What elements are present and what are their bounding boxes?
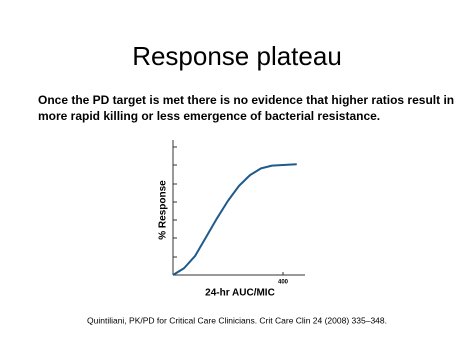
body-text: Once the PD target is met there is no ev… bbox=[38, 93, 454, 107]
citation: Quintiliani, PK/PD for Critical Care Cli… bbox=[87, 315, 387, 325]
slide-title: Response plateau bbox=[132, 41, 342, 71]
y-axis-ticks bbox=[173, 146, 177, 258]
x-axis-label: 24-hr AUC/MIC bbox=[205, 288, 275, 299]
y-axis-label: % Response bbox=[158, 180, 169, 240]
body-text: more rapid killing or less emergence of … bbox=[38, 109, 380, 123]
line-series bbox=[172, 163, 297, 276]
x-tick-label: 400 bbox=[278, 280, 289, 286]
